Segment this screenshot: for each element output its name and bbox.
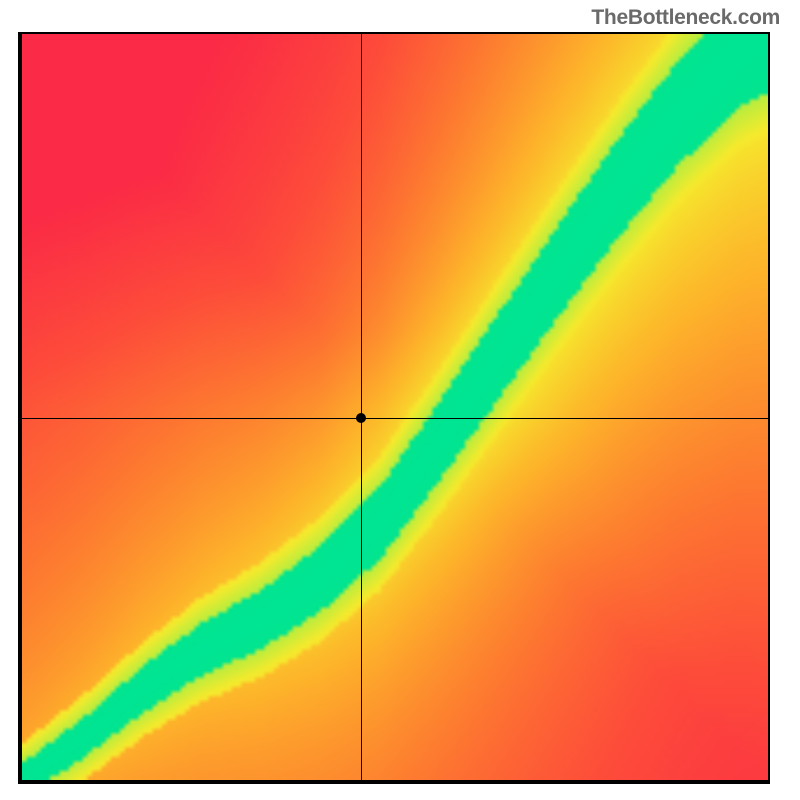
crosshair-horizontal bbox=[22, 418, 768, 419]
heatmap-canvas bbox=[22, 34, 768, 780]
crosshair-marker bbox=[356, 413, 366, 423]
figure-container: TheBottleneck.com bbox=[0, 0, 800, 800]
heatmap-plot bbox=[18, 32, 770, 784]
watermark-text: TheBottleneck.com bbox=[591, 6, 780, 30]
crosshair-vertical bbox=[361, 34, 362, 780]
